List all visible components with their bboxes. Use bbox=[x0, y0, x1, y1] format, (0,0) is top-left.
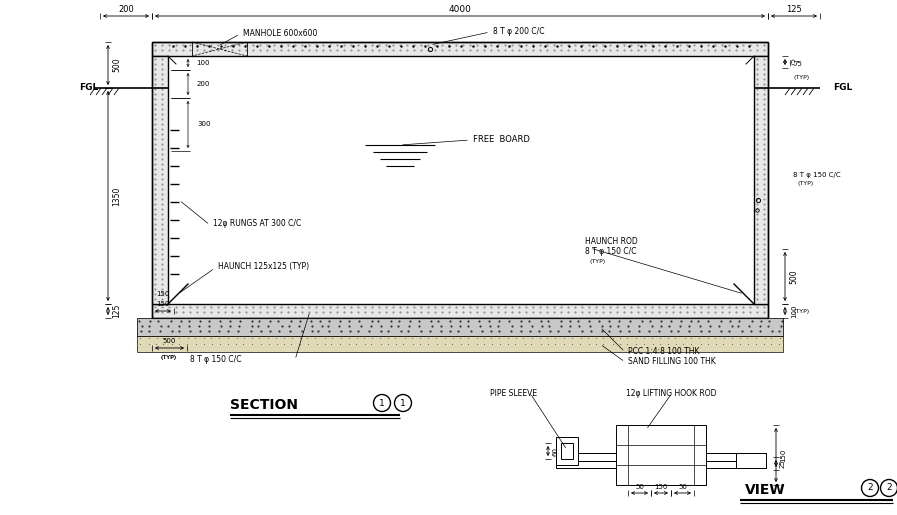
Text: 8 T φ 150 C/C: 8 T φ 150 C/C bbox=[190, 355, 241, 365]
Text: 500: 500 bbox=[163, 338, 176, 344]
Text: 12φ RUNGS AT 300 C/C: 12φ RUNGS AT 300 C/C bbox=[213, 219, 301, 229]
Text: 200: 200 bbox=[197, 81, 211, 87]
Text: 100: 100 bbox=[791, 304, 797, 318]
Bar bbox=[556, 437, 578, 465]
Text: 1350: 1350 bbox=[112, 186, 121, 205]
Text: 2: 2 bbox=[867, 484, 873, 492]
Text: (TYP): (TYP) bbox=[590, 259, 606, 264]
Text: 500: 500 bbox=[112, 58, 121, 72]
Text: 8 T φ 200 C/C: 8 T φ 200 C/C bbox=[493, 27, 544, 37]
Text: (TYP): (TYP) bbox=[161, 355, 177, 360]
Text: 8 T φ 150 C/C: 8 T φ 150 C/C bbox=[793, 172, 840, 178]
Text: 125: 125 bbox=[786, 5, 802, 13]
Text: 4000: 4000 bbox=[448, 5, 472, 13]
Bar bbox=[754, 56, 768, 304]
Text: 100: 100 bbox=[196, 60, 210, 66]
Bar bbox=[137, 318, 783, 336]
Bar bbox=[556, 453, 766, 461]
Text: 300: 300 bbox=[197, 121, 211, 127]
Text: (TYP): (TYP) bbox=[793, 76, 809, 80]
Text: SAND FILLING 100 THK: SAND FILLING 100 THK bbox=[628, 356, 716, 366]
Text: HAUNCH 125x125 (TYP): HAUNCH 125x125 (TYP) bbox=[218, 263, 309, 271]
Text: 125: 125 bbox=[112, 304, 121, 318]
Bar bbox=[556, 461, 766, 468]
Text: FGL: FGL bbox=[833, 82, 852, 92]
Text: 25: 25 bbox=[780, 459, 786, 468]
Text: PIPE SLEEVE: PIPE SLEEVE bbox=[490, 388, 537, 398]
Text: 1: 1 bbox=[379, 399, 385, 407]
Bar bbox=[152, 56, 168, 304]
Text: 150: 150 bbox=[156, 291, 170, 297]
Text: 60: 60 bbox=[552, 447, 558, 455]
Bar bbox=[152, 42, 768, 56]
Text: PCC 1:4:8 100 THK: PCC 1:4:8 100 THK bbox=[628, 347, 700, 355]
Bar bbox=[561, 443, 573, 459]
Text: 50: 50 bbox=[678, 484, 687, 490]
Text: 12φ LIFTING HOOK ROD: 12φ LIFTING HOOK ROD bbox=[626, 388, 717, 398]
Text: VIEW: VIEW bbox=[745, 483, 786, 497]
Text: HAUNCH ROD: HAUNCH ROD bbox=[585, 237, 638, 247]
Text: SECTION: SECTION bbox=[230, 398, 298, 412]
Text: FGL: FGL bbox=[79, 82, 99, 92]
Bar bbox=[168, 56, 754, 304]
Bar bbox=[192, 42, 247, 56]
Text: 150: 150 bbox=[654, 484, 667, 490]
Text: FREE  BOARD: FREE BOARD bbox=[473, 135, 530, 145]
Bar bbox=[137, 336, 783, 352]
Text: MANHOLE 600x600: MANHOLE 600x600 bbox=[243, 29, 318, 39]
Text: 150: 150 bbox=[780, 449, 786, 461]
Text: 50: 50 bbox=[635, 484, 644, 490]
Bar bbox=[152, 42, 768, 318]
Text: (TYP): (TYP) bbox=[797, 181, 813, 186]
Text: 1: 1 bbox=[400, 399, 405, 407]
Text: 150: 150 bbox=[156, 301, 170, 307]
Text: (TYP): (TYP) bbox=[161, 355, 177, 360]
Bar bbox=[152, 304, 768, 318]
Text: (TYP): (TYP) bbox=[793, 308, 809, 314]
Text: 8 T φ 150 C/C: 8 T φ 150 C/C bbox=[585, 248, 637, 256]
Text: 500: 500 bbox=[789, 269, 798, 284]
Text: 75: 75 bbox=[790, 58, 796, 66]
Bar bbox=[736, 453, 766, 468]
Text: 2: 2 bbox=[886, 484, 892, 492]
Text: 75: 75 bbox=[793, 61, 802, 67]
Bar bbox=[616, 425, 706, 485]
Text: 200: 200 bbox=[118, 5, 134, 13]
